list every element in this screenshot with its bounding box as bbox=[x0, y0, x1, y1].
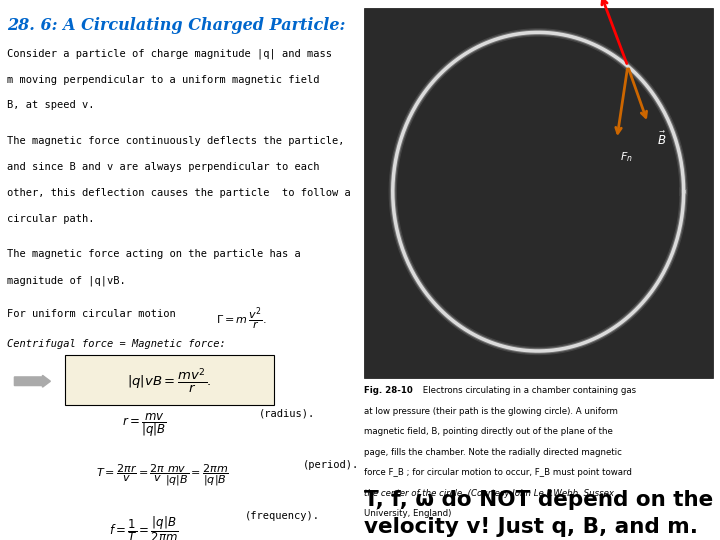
Text: Consider a particle of charge magnitude |q| and mass: Consider a particle of charge magnitude … bbox=[7, 49, 332, 59]
Text: University, England): University, England) bbox=[364, 509, 451, 518]
Text: (radius).: (radius). bbox=[259, 409, 315, 419]
Text: the center of the circle, (Courtesy John Le P.Webb, Sussex: the center of the circle, (Courtesy John… bbox=[364, 489, 613, 498]
Text: (frequency).: (frequency). bbox=[245, 511, 320, 522]
Text: magnetic field, B, pointing directly out of the plane of the: magnetic field, B, pointing directly out… bbox=[364, 427, 613, 436]
Text: other, this deflection causes the particle  to follow a: other, this deflection causes the partic… bbox=[7, 188, 351, 198]
Text: T, f, ω do NOT depend on the: T, f, ω do NOT depend on the bbox=[364, 490, 713, 510]
Text: at low pressure (their path is the glowing circle). A uniform: at low pressure (their path is the glowi… bbox=[364, 407, 618, 416]
Text: $f = \dfrac{1}{T} = \dfrac{|q|B}{2\pi m}$: $f = \dfrac{1}{T} = \dfrac{|q|B}{2\pi m}… bbox=[109, 514, 179, 540]
Text: Centrifugal force = Magnetic force:: Centrifugal force = Magnetic force: bbox=[7, 339, 226, 349]
Text: 28. 6: A Circulating Charged Particle:: 28. 6: A Circulating Charged Particle: bbox=[7, 17, 346, 34]
Text: Fig. 28-10: Fig. 28-10 bbox=[364, 386, 413, 395]
Text: The magnetic force acting on the particle has a: The magnetic force acting on the particl… bbox=[7, 249, 301, 260]
Text: velocity v! Just q, B, and m.: velocity v! Just q, B, and m. bbox=[364, 517, 698, 537]
Text: and since B and v are always perpendicular to each: and since B and v are always perpendicul… bbox=[7, 162, 320, 172]
Text: B, at speed v.: B, at speed v. bbox=[7, 100, 95, 111]
Text: circular path.: circular path. bbox=[7, 214, 95, 224]
Text: $\vec{B}$: $\vec{B}$ bbox=[657, 131, 666, 148]
FancyBboxPatch shape bbox=[364, 8, 713, 378]
FancyArrow shape bbox=[14, 375, 50, 387]
Text: (period).: (period). bbox=[302, 460, 359, 470]
Text: Electrons circulating in a chamber containing gas: Electrons circulating in a chamber conta… bbox=[420, 386, 636, 395]
Text: $T = \dfrac{2\pi r}{v} = \dfrac{2\pi}{v}\dfrac{mv}{|q|B} = \dfrac{2\pi m}{|q|B}$: $T = \dfrac{2\pi r}{v} = \dfrac{2\pi}{v}… bbox=[96, 463, 228, 488]
Text: magnitude of |q|vB.: magnitude of |q|vB. bbox=[7, 275, 126, 286]
Text: For uniform circular motion: For uniform circular motion bbox=[7, 309, 176, 319]
Text: $F_n$: $F_n$ bbox=[621, 150, 634, 164]
Text: page, fills the chamber. Note the radially directed magnetic: page, fills the chamber. Note the radial… bbox=[364, 448, 621, 457]
Text: force F_B ; for circular motion to occur, F_B must point toward: force F_B ; for circular motion to occur… bbox=[364, 468, 631, 477]
Text: The magnetic force continuously deflects the particle,: The magnetic force continuously deflects… bbox=[7, 136, 345, 146]
Text: $r = \dfrac{mv}{|q|B}$: $r = \dfrac{mv}{|q|B}$ bbox=[122, 411, 166, 439]
FancyBboxPatch shape bbox=[65, 355, 274, 405]
Text: $\Gamma = m\,\dfrac{v^2}{r}.$: $\Gamma = m\,\dfrac{v^2}{r}.$ bbox=[216, 306, 266, 333]
Text: m moving perpendicular to a uniform magnetic field: m moving perpendicular to a uniform magn… bbox=[7, 75, 320, 85]
Text: $|q|vB = \dfrac{mv^2}{r}.$: $|q|vB = \dfrac{mv^2}{r}.$ bbox=[127, 366, 212, 395]
